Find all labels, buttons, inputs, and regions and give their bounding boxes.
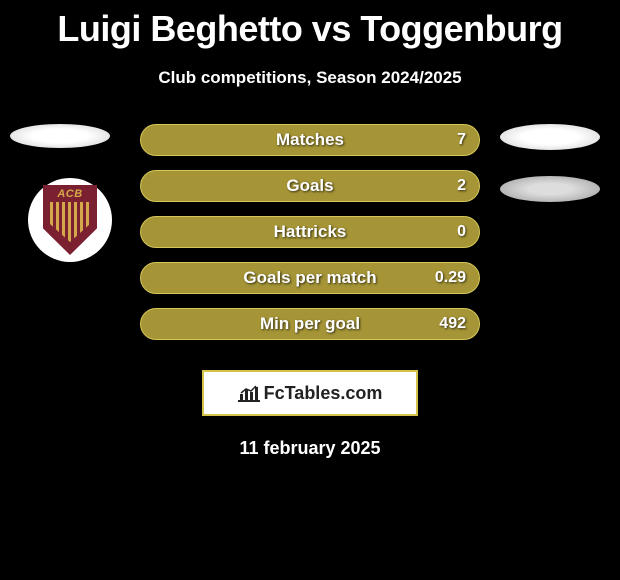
club-badge-shield: ACB (43, 185, 97, 255)
watermark[interactable]: FcTables.com (202, 370, 418, 416)
stat-row: Goals per match 0.29 (140, 262, 480, 294)
stat-label: Hattricks (274, 222, 347, 242)
subtitle: Club competitions, Season 2024/2025 (0, 68, 620, 88)
decor-ellipse-left (10, 124, 110, 148)
stat-value: 492 (439, 315, 466, 333)
chart-icon (238, 384, 260, 402)
stat-row: Min per goal 492 (140, 308, 480, 340)
watermark-text: FcTables.com (264, 383, 383, 404)
stat-row: Goals 2 (140, 170, 480, 202)
club-badge-stripes (50, 202, 90, 242)
stat-label: Goals (286, 176, 333, 196)
stat-label: Goals per match (243, 268, 376, 288)
stat-value: 2 (457, 177, 466, 195)
stat-label: Matches (276, 130, 344, 150)
club-badge: ACB (28, 178, 112, 262)
stat-row: Matches 7 (140, 124, 480, 156)
stat-value: 0.29 (435, 269, 466, 287)
stat-label: Min per goal (260, 314, 360, 334)
page-title: Luigi Beghetto vs Toggenburg (0, 0, 620, 50)
stat-row: Hattricks 0 (140, 216, 480, 248)
decor-ellipse-right-top (500, 124, 600, 150)
date-text: 11 february 2025 (0, 438, 620, 459)
decor-ellipse-right-bottom (500, 176, 600, 202)
club-badge-text: ACB (57, 188, 82, 200)
stat-value: 0 (457, 223, 466, 241)
stat-value: 7 (457, 131, 466, 149)
